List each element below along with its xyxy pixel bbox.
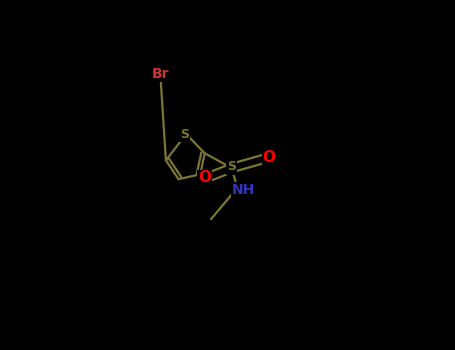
Text: Br: Br <box>152 66 169 80</box>
Text: O: O <box>262 150 275 165</box>
Text: NH: NH <box>232 183 255 197</box>
Text: O: O <box>198 170 211 185</box>
Text: S: S <box>180 127 189 141</box>
Text: S: S <box>227 160 236 174</box>
